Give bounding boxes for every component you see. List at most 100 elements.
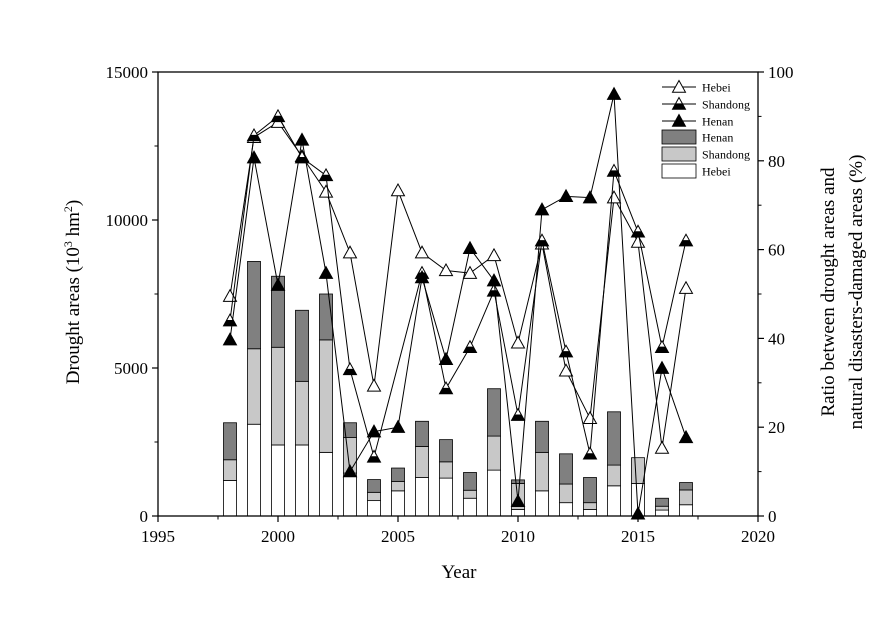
legend-label-bar-henan: Henan: [702, 131, 733, 145]
bar-hebei-2000: [271, 444, 285, 517]
y-axis-left-label: Drought areas (103 hm2): [61, 200, 84, 385]
y-left-tick-label-0: 0: [140, 507, 149, 526]
x-tick-label-1995: 1995: [141, 527, 175, 546]
legend-label-line-hebei: Hebei: [702, 81, 731, 95]
legend-marker-shandong: [671, 96, 687, 110]
bar-henan-2002: [319, 293, 333, 341]
point-hebei-2008: [462, 265, 478, 279]
bar-shandong-2001: [295, 380, 309, 446]
bar-henan-2003: [343, 422, 357, 438]
point-shandong-2000: [270, 108, 286, 123]
x-tick-label-2005: 2005: [381, 527, 415, 546]
legend-label-bar-hebei: Hebei: [702, 165, 731, 179]
bar-henan-2016: [655, 497, 669, 507]
point-hebei-2017: [678, 280, 694, 294]
bar-henan-2006: [415, 420, 429, 447]
point-shandong-2013: [582, 446, 598, 460]
point-shandong-1999: [246, 127, 262, 142]
bar-shandong-2007: [439, 461, 453, 479]
bar-shandong-2004: [367, 491, 381, 502]
point-shandong-2015: [630, 224, 646, 238]
point-shandong-2011: [534, 233, 550, 247]
point-henan-2004: [366, 424, 382, 438]
point-hebei-2002: [318, 184, 334, 198]
bar-shandong-2002: [319, 339, 333, 453]
point-henan-2013: [582, 190, 598, 204]
bar-henan-2012: [559, 453, 573, 485]
y-right-tick-label-20: 20: [768, 418, 785, 437]
bar-shandong-1999: [247, 348, 261, 425]
bar-hebei-2014: [607, 485, 621, 517]
legend-swatch-hebei: [661, 163, 697, 179]
point-hebei-2005: [390, 183, 406, 197]
axes-layer: 1995 2000 2005 2010 2015 20200500010000150000…: [106, 63, 794, 546]
bar-shandong-2008: [463, 489, 477, 499]
point-shandong-2010: [510, 407, 526, 421]
legend-swatch-shandong: [661, 146, 697, 162]
point-hebei-2010: [510, 335, 526, 349]
bar-henan-2011: [535, 420, 549, 453]
y-right-tick-label-60: 60: [768, 241, 785, 260]
bar-hebei-2017: [679, 504, 693, 517]
point-henan-2010: [510, 493, 526, 508]
x-tick-label-2015: 2015: [621, 527, 655, 546]
point-henan-2002: [318, 265, 334, 279]
bar-hebei-1999: [247, 423, 261, 517]
bar-shandong-2014: [607, 464, 621, 487]
bar-henan-2010: [511, 479, 525, 484]
point-henan-2001: [294, 132, 310, 146]
line-layer: [222, 86, 694, 520]
bar-shandong-2012: [559, 483, 573, 504]
point-shandong-2007: [438, 381, 454, 395]
bar-hebei-2011: [535, 490, 549, 517]
bar-hebei-2006: [415, 477, 429, 517]
bar-hebei-2001: [295, 444, 309, 517]
bar-hebei-2005: [391, 490, 405, 517]
bar-henan-2005: [391, 467, 405, 482]
x-tick-label-2020: 2020: [741, 527, 775, 546]
point-hebei-2003: [342, 245, 358, 259]
point-henan-2003: [342, 464, 358, 478]
point-henan-2009: [486, 273, 502, 287]
bar-shandong-1998: [223, 459, 237, 481]
y-right-tick-label-80: 80: [768, 152, 785, 171]
bar-henan-1998: [223, 422, 237, 461]
bar-shandong-2009: [487, 435, 501, 471]
point-shandong-1998: [222, 313, 238, 327]
point-shandong-2004: [366, 449, 382, 463]
point-henan-2006: [414, 270, 430, 284]
bar-layer: [223, 261, 693, 517]
point-shandong-2008: [462, 339, 478, 353]
point-hebei-2012: [558, 363, 574, 377]
legend: Hebei Shandong Henan Henan Shandong Hebei: [661, 79, 750, 179]
y-right-tick-label-40: 40: [768, 329, 785, 348]
point-hebei-2006: [414, 245, 430, 259]
point-hebei-2007: [438, 262, 454, 277]
legend-label-line-henan: Henan: [702, 115, 733, 129]
bar-shandong-2006: [415, 446, 429, 478]
point-henan-2008: [462, 240, 478, 254]
point-shandong-2017: [678, 233, 694, 247]
point-henan-2007: [438, 351, 454, 365]
bar-henan-2000: [271, 275, 285, 348]
point-shandong-2009: [486, 283, 502, 297]
y-axis-right-label-line2: natural disasters-damaged areas (%): [846, 155, 867, 430]
bar-shandong-2016: [655, 505, 669, 511]
legend-swatch-henan: [661, 129, 697, 145]
point-hebei-2014: [606, 190, 622, 204]
bar-hebei-1998: [223, 480, 237, 517]
y-axis-left-label-sup: 3: [61, 241, 75, 247]
y-left-tick-label-15000: 15000: [106, 63, 149, 82]
x-tick-label-2000: 2000: [261, 527, 295, 546]
y-axis-left-label-sup2: 2: [61, 206, 75, 212]
point-hebei-2015: [630, 234, 646, 248]
bar-hebei-2009: [487, 469, 501, 517]
x-axis-label: Year: [441, 562, 477, 583]
bar-henan-2001: [295, 309, 309, 382]
point-hebei-2016: [654, 440, 670, 454]
line-henan: [229, 94, 687, 514]
y-left-tick-label-5000: 5000: [114, 359, 148, 378]
legend-marker-henan: [671, 113, 687, 127]
bar-hebei-2002: [319, 451, 333, 517]
